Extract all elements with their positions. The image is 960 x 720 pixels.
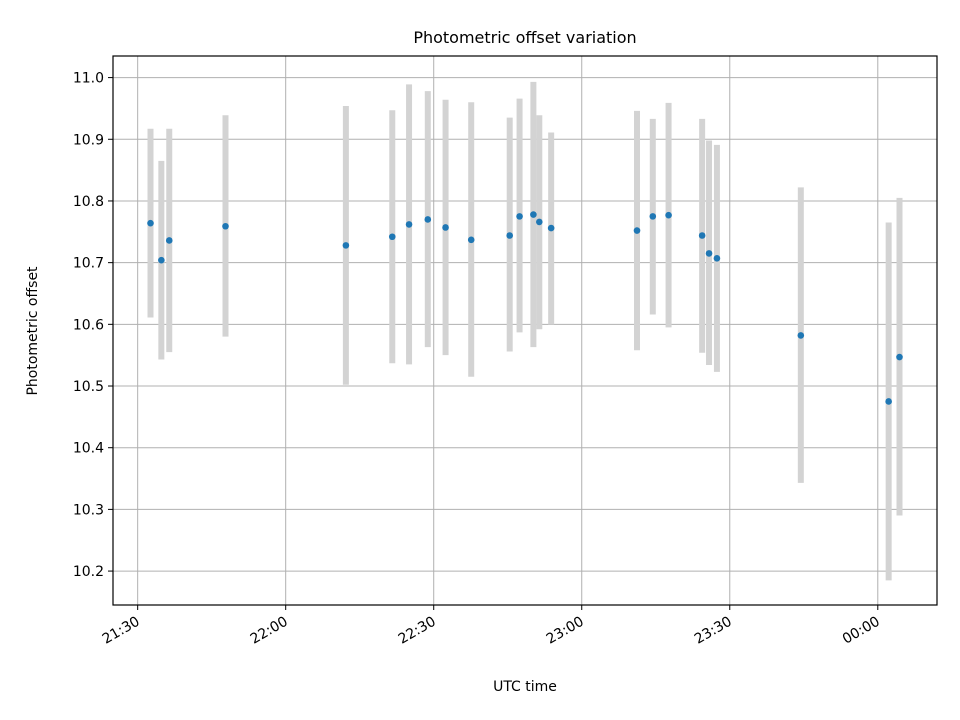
data-point — [698, 232, 706, 239]
data-point — [506, 232, 514, 239]
y-axis-ticks: 10.2 10.3 10.4 10.5 10.6 10.7 10.8 10.9 11.0 — [73, 71, 113, 580]
data-points — [147, 211, 903, 405]
y-tick-label: 10.4 — [73, 441, 104, 457]
data-point — [405, 221, 413, 228]
data-point — [442, 224, 449, 231]
x-axis-label: UTC time — [493, 679, 557, 695]
y-tick-label: 10.9 — [73, 132, 104, 148]
data-point — [896, 353, 903, 361]
y-axis-label: Photometric offset — [25, 266, 41, 396]
data-point — [165, 237, 173, 244]
data-point — [797, 332, 805, 339]
y-tick-label: 10.5 — [73, 379, 104, 395]
data-point — [665, 211, 672, 219]
chart-title: Photometric offset variation — [413, 28, 636, 47]
data-point — [536, 218, 543, 226]
y-tick-label: 10.6 — [73, 317, 104, 333]
y-tick-label: 10.2 — [73, 564, 104, 580]
data-point — [467, 236, 475, 244]
data-point — [516, 213, 523, 220]
data-point — [705, 250, 713, 257]
data-point — [530, 211, 537, 218]
data-point — [713, 255, 721, 262]
data-point — [547, 224, 555, 232]
data-point — [388, 233, 396, 241]
y-tick-label: 10.3 — [73, 502, 104, 518]
y-tick-label: 10.7 — [73, 256, 104, 272]
data-point — [424, 216, 432, 223]
data-point — [147, 219, 154, 227]
y-tick-label: 11.0 — [73, 71, 104, 87]
data-point — [885, 398, 892, 405]
plot-frame — [112, 55, 938, 606]
data-point — [158, 256, 165, 264]
data-point — [222, 222, 229, 230]
data-point — [342, 242, 350, 249]
y-tick-label: 10.8 — [73, 194, 104, 210]
data-point — [649, 213, 657, 220]
data-point — [633, 227, 641, 234]
